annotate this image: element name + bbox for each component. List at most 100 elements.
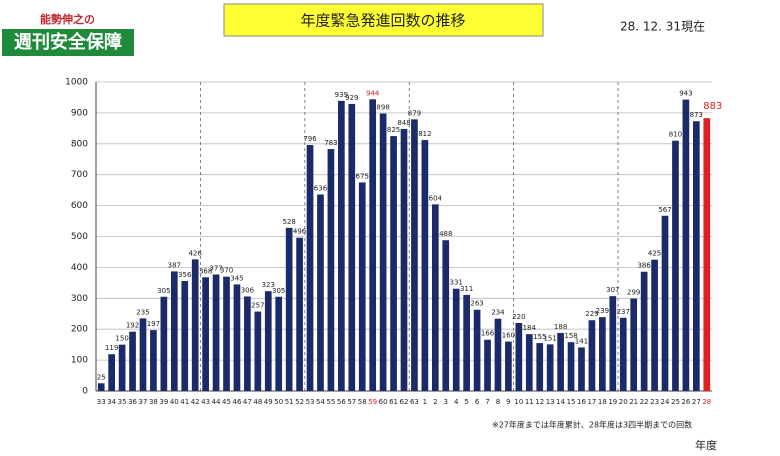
value-label: 155 xyxy=(533,333,546,341)
bar xyxy=(191,259,199,391)
bar xyxy=(525,334,533,391)
bar xyxy=(150,330,157,391)
x-tick-label: 38 xyxy=(149,398,158,406)
value-label: 239 xyxy=(596,307,609,315)
value-label: 197 xyxy=(147,320,160,328)
value-label: 898 xyxy=(376,104,389,112)
value-label: 636 xyxy=(314,184,328,192)
value-label: 944 xyxy=(366,89,380,97)
x-tick-label: 48 xyxy=(253,398,262,406)
x-tick-label: 52 xyxy=(295,398,304,406)
bar xyxy=(139,318,147,391)
bar xyxy=(672,140,679,391)
value-label: 943 xyxy=(679,90,692,98)
bar xyxy=(275,296,283,391)
bar xyxy=(442,240,450,391)
bar xyxy=(254,311,262,391)
x-tick-label: 23 xyxy=(650,398,659,406)
bar xyxy=(212,274,220,391)
bar xyxy=(181,280,189,391)
x-tick-label: 51 xyxy=(285,398,294,406)
value-label: 567 xyxy=(658,206,671,214)
y-tick-label: 1000 xyxy=(65,78,88,88)
bar xyxy=(536,343,544,391)
value-label: 160 xyxy=(502,332,515,340)
x-tick-label: 1 xyxy=(423,398,427,406)
value-label: 825 xyxy=(387,126,400,134)
value-label: 151 xyxy=(543,334,556,342)
value-label: 488 xyxy=(439,230,452,238)
bar xyxy=(651,259,658,391)
value-label: 166 xyxy=(481,330,495,338)
bar xyxy=(473,309,481,391)
bar xyxy=(463,294,470,391)
x-tick-label: 41 xyxy=(180,398,189,406)
bar xyxy=(609,296,617,391)
value-label: 150 xyxy=(115,335,128,343)
x-tick-label: 49 xyxy=(264,398,273,406)
x-tick-label: 35 xyxy=(118,398,127,406)
bar xyxy=(129,331,136,391)
value-label: 879 xyxy=(408,109,421,117)
bar xyxy=(244,296,251,391)
value-label: 368 xyxy=(199,267,212,275)
bar xyxy=(661,215,669,391)
x-tick-label: 53 xyxy=(306,398,315,406)
value-label: 307 xyxy=(606,286,619,294)
value-label: 675 xyxy=(356,172,369,180)
x-tick-label: 25 xyxy=(671,398,680,406)
value-label: 386 xyxy=(637,262,651,270)
x-tick-label: 24 xyxy=(661,398,670,406)
value-label: 229 xyxy=(585,310,598,318)
bar xyxy=(369,99,377,391)
y-tick-label: 100 xyxy=(71,356,88,366)
x-tick-label: 28 xyxy=(702,398,711,406)
x-tick-label: 10 xyxy=(514,398,523,406)
bar xyxy=(546,344,554,391)
x-tick-label: 45 xyxy=(222,398,231,406)
value-label: 370 xyxy=(220,267,233,275)
value-label: 377 xyxy=(209,265,222,273)
x-tick-label: 27 xyxy=(692,398,701,406)
logo: 週刊安全保障 xyxy=(14,31,122,53)
value-label: 604 xyxy=(429,194,443,202)
x-tick-label: 62 xyxy=(400,398,409,406)
bar xyxy=(285,227,293,391)
x-tick-label: 4 xyxy=(454,398,459,406)
bar xyxy=(118,344,126,391)
value-label: 299 xyxy=(627,289,640,297)
x-tick-label: 22 xyxy=(640,398,649,406)
bar xyxy=(421,140,429,391)
x-tick-label: 61 xyxy=(389,398,398,406)
value-label: 426 xyxy=(188,249,202,257)
value-label: 263 xyxy=(470,300,483,308)
bar xyxy=(202,277,209,391)
x-tick-label: 9 xyxy=(506,398,510,406)
x-tick-label: 2 xyxy=(433,398,437,406)
x-tick-label: 6 xyxy=(475,398,480,406)
value-label: 188 xyxy=(554,323,567,331)
bar xyxy=(223,276,230,391)
bar xyxy=(682,99,690,391)
logo-box xyxy=(2,29,134,56)
bar xyxy=(630,298,638,391)
bar xyxy=(494,318,502,391)
x-tick-label: 5 xyxy=(464,398,468,406)
x-tick-label: 13 xyxy=(546,398,555,406)
bar xyxy=(400,128,408,391)
x-tick-label: 15 xyxy=(567,398,576,406)
value-label: 356 xyxy=(178,271,192,279)
note: ※27年度までは年度累計、28年度は3四半期までの回数 xyxy=(492,420,692,430)
x-tick-label: 18 xyxy=(598,398,607,406)
value-label: 873 xyxy=(690,111,703,119)
value-label: 796 xyxy=(303,135,317,143)
value-label: 939 xyxy=(335,91,348,99)
value-label: 184 xyxy=(523,324,537,332)
x-tick-label: 19 xyxy=(608,398,617,406)
x-tick-label: 40 xyxy=(170,398,179,406)
y-tick-label: 300 xyxy=(71,294,88,304)
value-label: 306 xyxy=(241,286,255,294)
value-label: 234 xyxy=(491,309,505,317)
bar xyxy=(619,317,627,391)
bar xyxy=(411,119,418,391)
